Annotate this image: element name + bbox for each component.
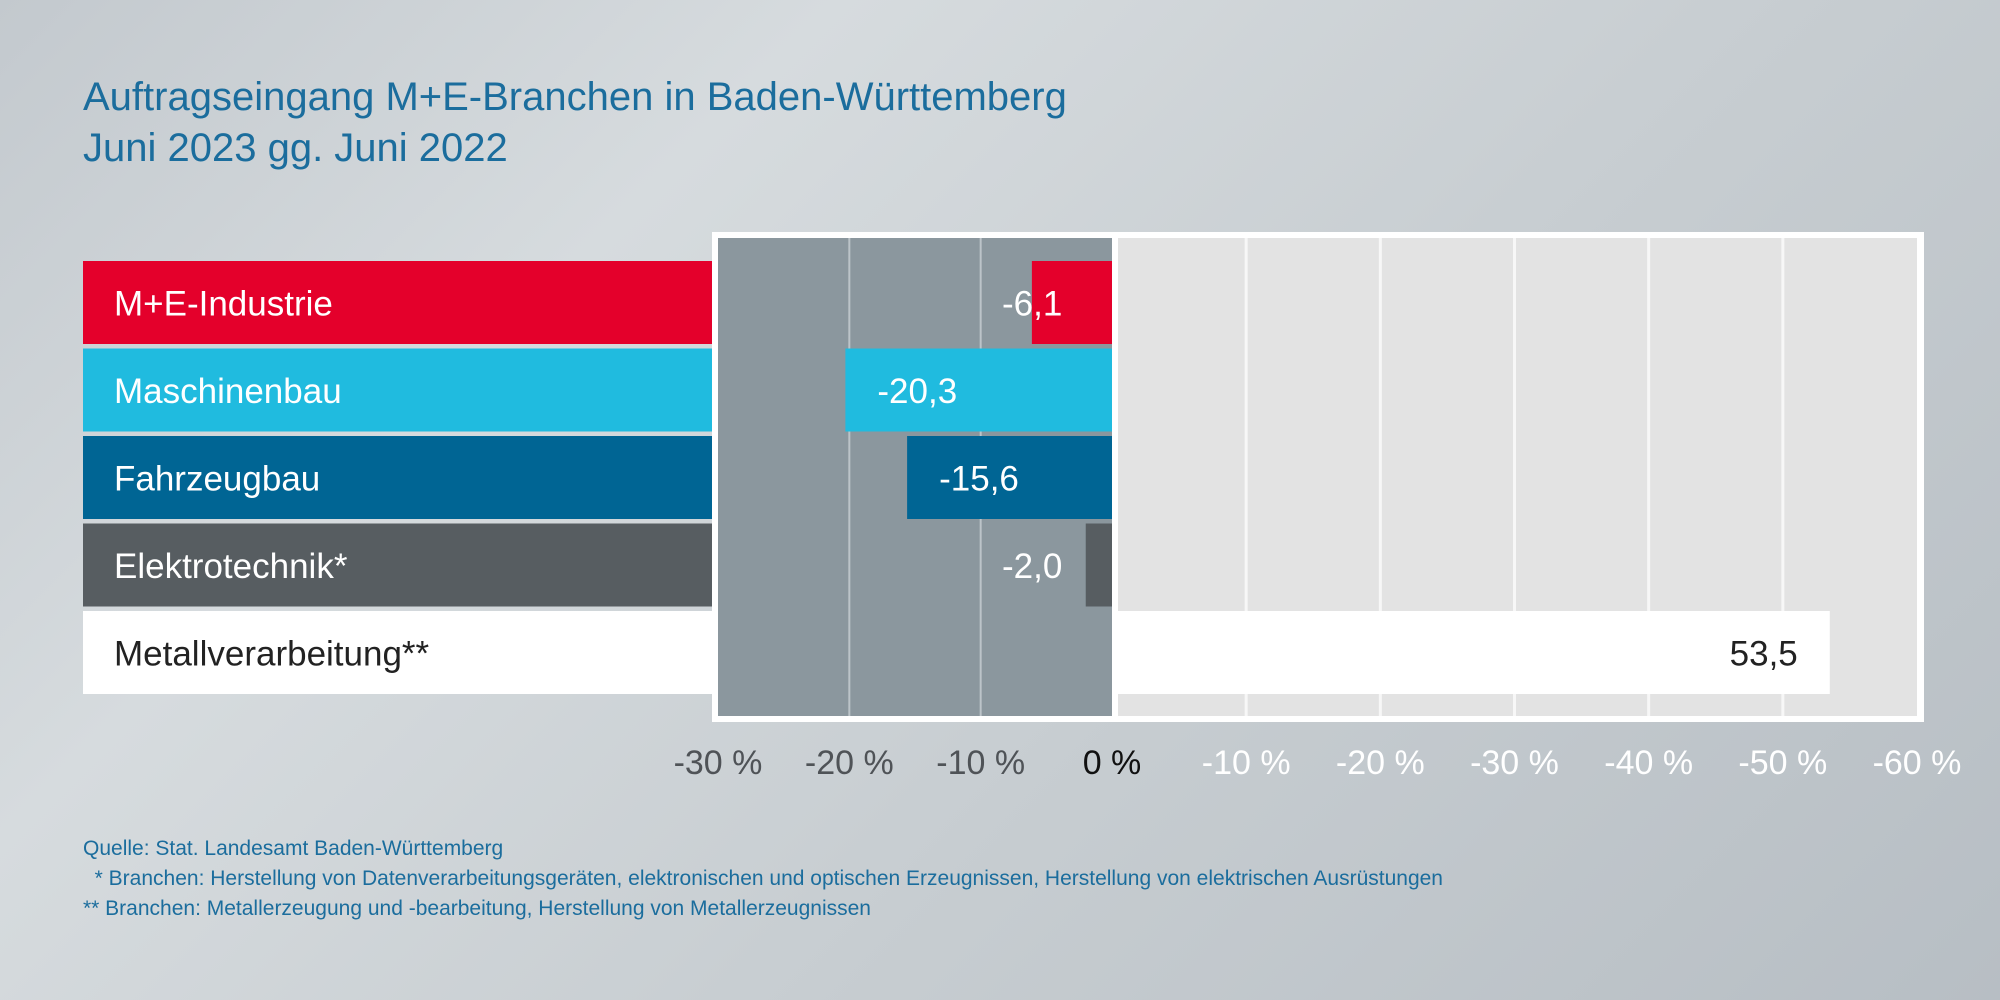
footnote-1: * Branchen: Herstellung von Datenverarbe…: [83, 867, 1443, 890]
value-label: -15,6: [939, 460, 1019, 499]
x-tick-label: -50 %: [1738, 744, 1827, 782]
value-bar: [907, 436, 1112, 519]
x-tick-label: -30 %: [1470, 744, 1559, 782]
source-note: Quelle: Stat. Landesamt Baden-Württember…: [83, 837, 504, 860]
category-label-bar: [83, 436, 712, 519]
chart-title-line-2: Juni 2023 gg. Juni 2022: [83, 126, 508, 170]
x-tick-label: -10 %: [936, 744, 1025, 782]
value-bar: [1085, 523, 1112, 607]
x-tick-label: -10 %: [1202, 744, 1291, 782]
x-tick-label: -30 %: [674, 744, 763, 782]
x-tick-label: 0 %: [1083, 744, 1142, 782]
chart-title-line-1: Auftragseingang M+E-Branchen in Baden-Wü…: [83, 75, 1067, 119]
value-bar: [1031, 261, 1112, 344]
value-label: -2,0: [1002, 547, 1062, 586]
chart-title: Auftragseingang M+E-Branchen in Baden-Wü…: [83, 72, 1067, 174]
footnote-2: ** Branchen: Metallerzeugung und -bearbe…: [83, 897, 871, 920]
category-label: Maschinenbau: [114, 372, 342, 411]
footnotes: Quelle: Stat. Landesamt Baden-Württember…: [83, 834, 1443, 924]
x-tick-label: -20 %: [1336, 744, 1425, 782]
category-label: M+E-Industrie: [114, 285, 333, 324]
category-label-bar: [83, 611, 712, 694]
value-label: 53,5: [1730, 635, 1798, 674]
category-label-bar: [83, 261, 712, 344]
category-label: Fahrzeugbau: [114, 460, 320, 499]
value-bar: [845, 348, 1112, 432]
value-label: -6,1: [1002, 285, 1062, 324]
category-label: Elektrotechnik*: [114, 547, 348, 586]
x-tick-label: -20 %: [805, 744, 894, 782]
category-label: Metallverarbeitung**: [114, 635, 430, 674]
x-tick-label: -60 %: [1873, 744, 1962, 782]
category-label-bar: [83, 523, 712, 607]
category-label-bar: [83, 348, 712, 432]
value-label: -20,3: [877, 372, 957, 411]
value-bar: [1116, 611, 1830, 694]
x-tick-label: -40 %: [1604, 744, 1693, 782]
